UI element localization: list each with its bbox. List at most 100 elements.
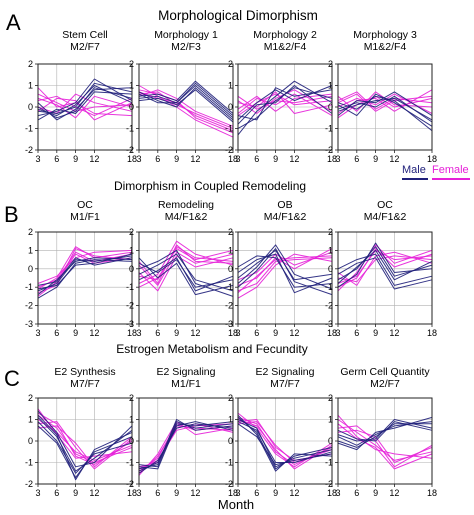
- y-tick-label: 0: [28, 102, 33, 112]
- series-line-male: [37, 253, 133, 290]
- x-tick-label: 9: [273, 328, 278, 338]
- chart-title: OC: [377, 199, 393, 211]
- x-tick-label: 6: [155, 328, 160, 338]
- y-tick-label: 2: [129, 227, 134, 237]
- series-line-male: [37, 85, 133, 117]
- series-line-female: [37, 408, 133, 459]
- panel-letter-c: C: [4, 366, 20, 391]
- x-tick-label: 9: [174, 154, 179, 164]
- x-tick-label: 9: [373, 328, 378, 338]
- x-tick-label: 12: [89, 328, 99, 338]
- series-line-male: [237, 244, 333, 290]
- plot-frame: [138, 231, 234, 325]
- series-line-male: [337, 242, 433, 288]
- series-line-female: [37, 249, 133, 284]
- series-line-female: [237, 257, 333, 292]
- y-tick-label: -1: [25, 124, 33, 134]
- y-tick-label: 0: [129, 264, 134, 274]
- chart-subtitle: M2/F7: [370, 378, 400, 390]
- section-title-c: Estrogen Metabolism and Fecundity: [116, 342, 307, 356]
- y-tick-label: -2: [25, 301, 33, 311]
- x-tick-label: 6: [155, 154, 160, 164]
- y-tick-label: 1: [129, 415, 134, 425]
- chart-title: E2 Synthesis: [54, 366, 115, 378]
- series-line-female: [37, 412, 133, 466]
- y-tick-label: 1: [328, 245, 333, 255]
- series-line-female: [138, 89, 234, 127]
- series-line-male: [37, 257, 133, 286]
- chart-title: OB: [277, 199, 292, 211]
- series-line-female: [237, 93, 333, 117]
- x-tick-label: 18: [228, 154, 238, 164]
- x-tick-label: 3: [136, 488, 141, 498]
- chart-subtitle: M4/F1&2: [165, 211, 208, 223]
- series-line-male: [337, 416, 433, 451]
- x-tick-label: 6: [254, 328, 259, 338]
- series-line-male: [138, 87, 234, 121]
- y-tick-label: 1: [228, 245, 233, 255]
- y-tick-label: -3: [225, 319, 233, 329]
- y-tick-label: -1: [225, 458, 233, 468]
- y-tick-label: 2: [28, 393, 33, 403]
- x-tick-label: 3: [35, 488, 40, 498]
- x-tick-label: 12: [89, 488, 99, 498]
- x-tick-label: 12: [89, 154, 99, 164]
- y-tick-label: 0: [28, 436, 33, 446]
- x-tick-label: 3: [335, 488, 340, 498]
- series-line-male: [237, 249, 333, 281]
- series-line-male: [138, 85, 234, 119]
- x-tick-label: 6: [54, 154, 59, 164]
- section-title-a: Morphological Dimorphism: [158, 8, 318, 23]
- y-tick-label: 1: [328, 415, 333, 425]
- y-tick-label: -2: [325, 479, 333, 489]
- x-tick-label: 9: [73, 154, 78, 164]
- series-line-male: [337, 419, 433, 442]
- chart-subtitle: M1&2/F4: [364, 41, 407, 53]
- x-tick-label: 9: [174, 488, 179, 498]
- series-line-female: [337, 414, 433, 459]
- series-line-female: [37, 246, 133, 290]
- chart-title: Remodeling: [158, 199, 214, 211]
- series-line-male: [138, 259, 234, 288]
- y-tick-label: -2: [325, 145, 333, 155]
- series-line-female: [138, 255, 234, 292]
- series-line-female: [37, 421, 133, 470]
- x-tick-label: 3: [136, 154, 141, 164]
- y-tick-label: -2: [126, 145, 134, 155]
- series-line-female: [337, 423, 433, 470]
- chart-subtitle: M7/F7: [270, 378, 300, 390]
- series-line-male: [138, 421, 234, 470]
- x-tick-label: 9: [73, 328, 78, 338]
- series-line-female: [37, 414, 133, 463]
- series-line-male: [37, 91, 133, 121]
- series-line-male: [237, 80, 333, 136]
- y-tick-label: 1: [129, 245, 134, 255]
- y-tick-label: 1: [28, 81, 33, 91]
- x-axis-label: Month: [218, 497, 254, 512]
- x-tick-label: 12: [190, 488, 200, 498]
- x-tick-label: 12: [389, 154, 399, 164]
- y-tick-label: 2: [28, 59, 33, 69]
- x-tick-label: 12: [289, 328, 299, 338]
- y-tick-label: 1: [228, 415, 233, 425]
- series-line-male: [237, 248, 333, 296]
- series-line-male: [337, 91, 433, 117]
- y-tick-label: -2: [25, 479, 33, 489]
- series-line-male: [237, 85, 333, 121]
- series-line-female: [237, 255, 333, 294]
- y-tick-label: -1: [126, 282, 134, 292]
- y-tick-label: 0: [328, 436, 333, 446]
- x-tick-label: 3: [136, 328, 141, 338]
- series-line-male: [237, 253, 333, 294]
- y-tick-label: 0: [228, 102, 233, 112]
- y-tick-label: -2: [126, 479, 134, 489]
- series-line-male: [138, 80, 234, 114]
